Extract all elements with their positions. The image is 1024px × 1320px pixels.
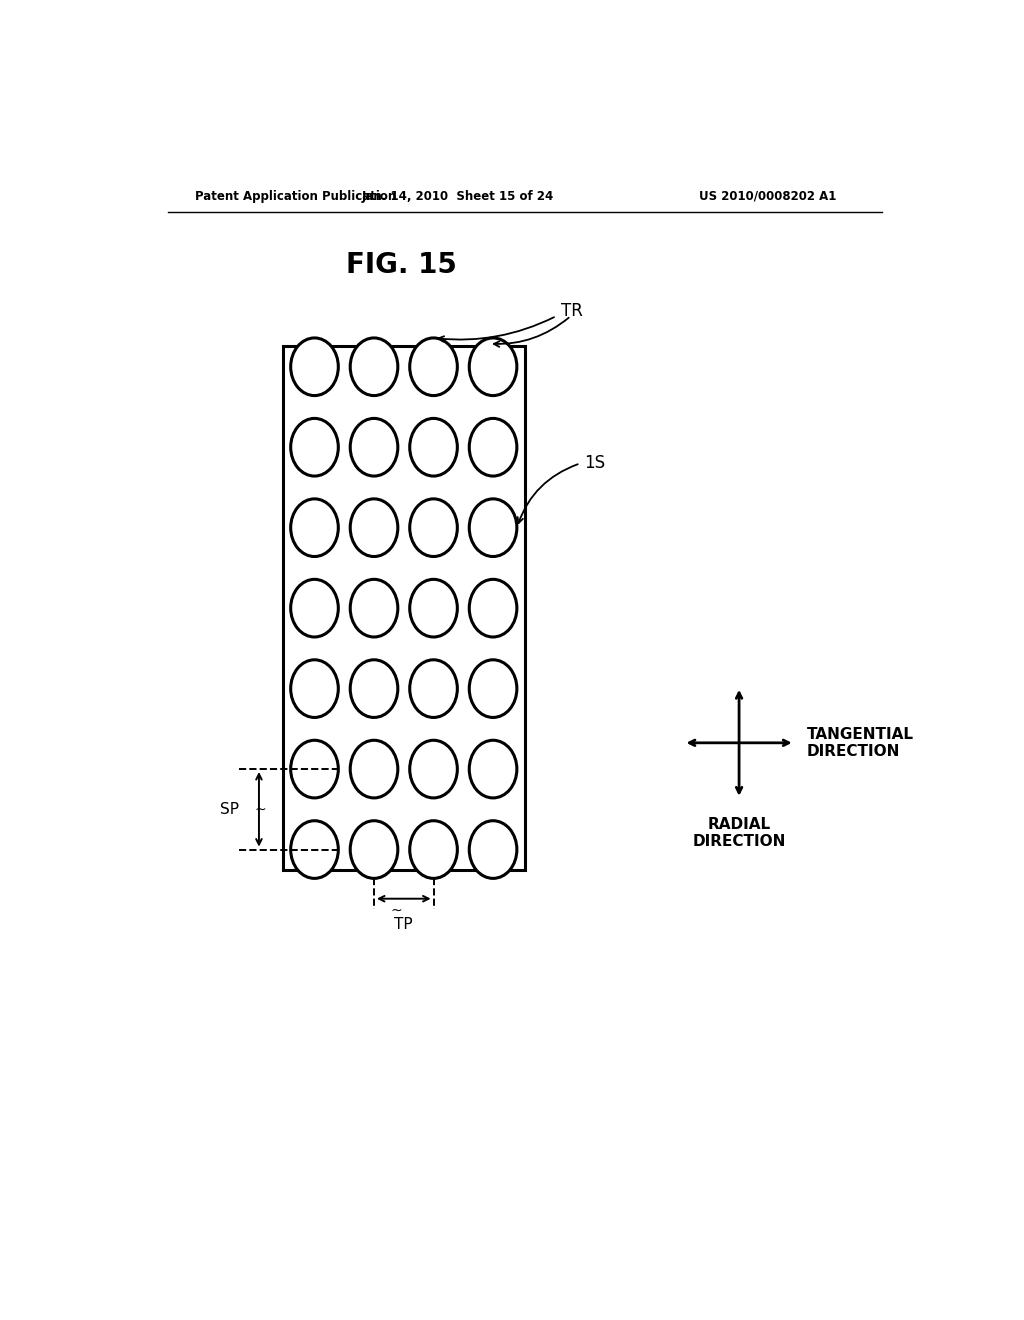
Text: TANGENTIAL
DIRECTION: TANGENTIAL DIRECTION [807, 726, 913, 759]
Ellipse shape [410, 338, 458, 396]
Ellipse shape [350, 741, 397, 797]
Text: ~: ~ [255, 803, 266, 816]
Ellipse shape [469, 418, 517, 477]
Ellipse shape [410, 418, 458, 477]
Text: Jan. 14, 2010  Sheet 15 of 24: Jan. 14, 2010 Sheet 15 of 24 [361, 190, 553, 202]
Ellipse shape [291, 338, 338, 396]
Ellipse shape [410, 821, 458, 878]
Ellipse shape [291, 741, 338, 797]
Ellipse shape [350, 499, 397, 557]
Ellipse shape [410, 741, 458, 797]
Text: ~: ~ [390, 904, 401, 917]
Ellipse shape [410, 660, 458, 718]
Ellipse shape [291, 499, 338, 557]
Ellipse shape [469, 821, 517, 878]
Text: US 2010/0008202 A1: US 2010/0008202 A1 [699, 190, 837, 202]
Text: TR: TR [560, 302, 583, 319]
Ellipse shape [469, 499, 517, 557]
Ellipse shape [291, 579, 338, 638]
Text: Patent Application Publication: Patent Application Publication [196, 190, 396, 202]
Ellipse shape [291, 660, 338, 718]
Ellipse shape [291, 821, 338, 878]
Ellipse shape [350, 579, 397, 638]
Ellipse shape [350, 821, 397, 878]
Ellipse shape [350, 660, 397, 718]
Ellipse shape [350, 338, 397, 396]
Ellipse shape [291, 418, 338, 477]
Ellipse shape [350, 418, 397, 477]
Text: SP: SP [220, 801, 240, 817]
Text: RADIAL
DIRECTION: RADIAL DIRECTION [692, 817, 785, 850]
Text: TP: TP [394, 916, 413, 932]
Ellipse shape [469, 579, 517, 638]
Ellipse shape [410, 579, 458, 638]
Ellipse shape [469, 338, 517, 396]
Text: FIG. 15: FIG. 15 [346, 251, 458, 279]
Ellipse shape [410, 499, 458, 557]
Ellipse shape [469, 660, 517, 718]
Text: 1S: 1S [585, 454, 605, 473]
Ellipse shape [469, 741, 517, 797]
Bar [283, 346, 524, 870]
